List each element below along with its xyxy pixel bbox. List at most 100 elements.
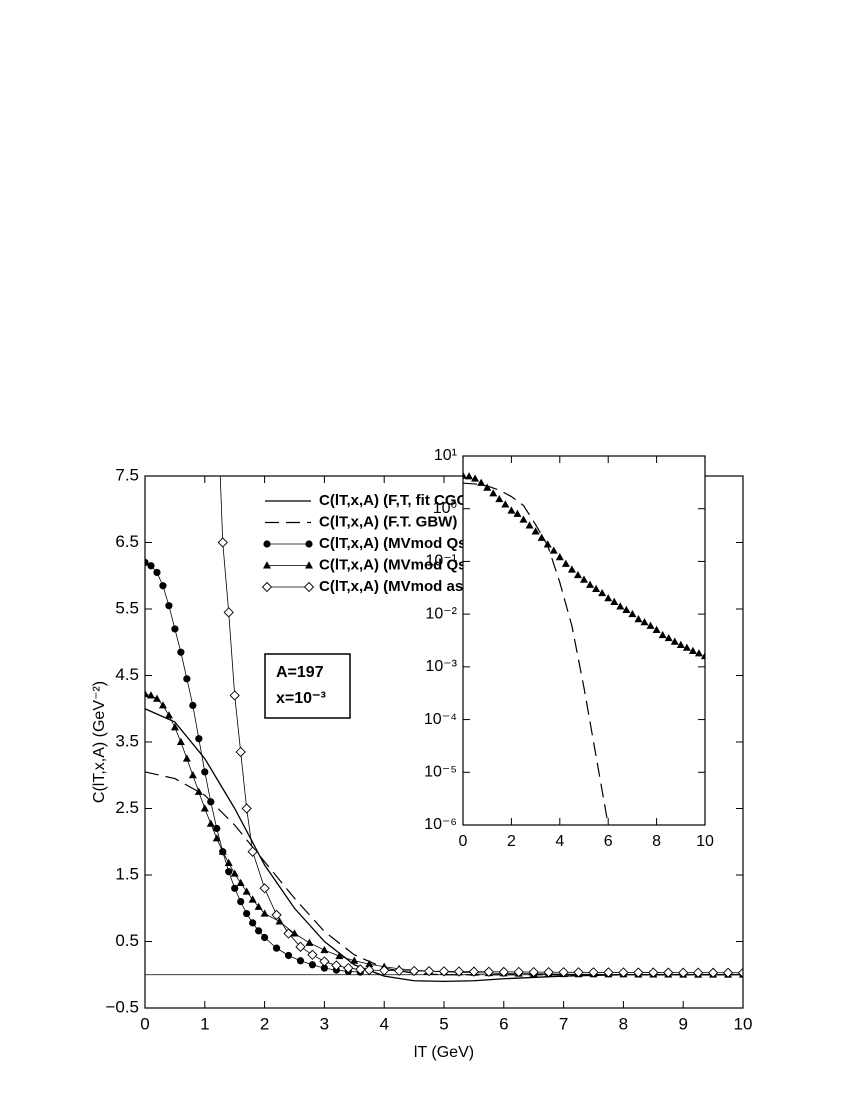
plot-area [463,471,705,825]
x-tick-label: 4 [379,1014,388,1033]
marker [271,909,282,921]
annotation-box [264,653,351,719]
marker [305,938,314,946]
marker [379,965,390,976]
marker [688,646,697,654]
marker [528,966,539,978]
marker [284,951,293,960]
marker [604,594,613,602]
marker [263,540,271,548]
marker [603,967,614,978]
plot-frame [462,455,706,826]
marker [170,723,179,731]
marker [152,694,161,702]
marker [616,602,625,610]
marker [501,500,510,508]
plot-area [145,476,743,983]
marker [176,737,185,745]
marker [365,959,374,968]
marker [618,967,629,978]
marker [319,956,330,967]
legend-label: C(lT,x,A) (F,T, fit CGC dip) [319,492,499,509]
marker [555,553,564,561]
marker [537,533,546,541]
marker [573,570,582,579]
marker [248,895,257,903]
y-tick-label: −0.5 [105,997,139,1016]
y-tick-label: 10⁻⁵ [424,764,457,781]
marker [489,489,498,497]
marker [171,625,179,633]
series-line [145,708,743,983]
marker [543,967,554,978]
marker [483,966,494,977]
marker [640,618,649,626]
marker [249,919,257,927]
x-tick-label: 6 [499,1014,508,1033]
marker [225,868,233,876]
y-tick-label: 0.5 [115,931,139,950]
y-tick-label: 10⁰ [433,500,457,517]
marker [513,509,522,517]
x-tick-label: 0 [459,833,468,850]
x-tick-label: 2 [260,1014,269,1033]
marker [230,869,239,877]
marker [658,630,667,639]
marker [513,966,524,978]
marker [283,928,294,939]
x-tick-label: 0 [140,1014,149,1033]
marker [147,562,155,570]
marker [305,561,313,569]
y-tick-label: 10⁻⁴ [424,711,457,728]
marker [586,580,595,588]
x-tick-label: 9 [678,1014,687,1033]
marker [468,966,480,977]
marker [663,967,674,978]
y-tick-label: 10⁻¹ [425,553,457,570]
annotation: A=197 [276,664,324,681]
marker [722,967,734,978]
y-axis-title: C(lT,x,A) (GeV⁻²) [91,681,108,803]
marker [610,597,619,605]
y-tick-label: 7.5 [115,465,139,484]
marker [146,691,155,699]
marker [218,847,227,855]
marker [213,824,221,833]
y-tick-label: 10⁻² [425,605,457,622]
marker [633,967,644,978]
marker [295,941,306,952]
marker [290,929,299,937]
marker [153,568,161,577]
marker [664,633,673,642]
marker [212,834,221,842]
marker [622,605,631,613]
marker [682,643,691,651]
marker [701,651,705,660]
marker [182,754,191,762]
marker [634,615,643,623]
marker [561,559,570,567]
marker [676,640,685,648]
x-tick-label: 10 [734,1014,753,1033]
marker [531,527,540,535]
marker [165,602,173,610]
y-tick-label: 4.5 [115,665,139,684]
x-tick-label: 7 [559,1014,568,1033]
marker [408,965,420,977]
marker [543,540,552,548]
marker [423,966,435,977]
legend-label: C(lT,x,A) (F.T. GBW) [319,513,457,530]
marker [737,967,743,978]
marker [331,960,342,971]
marker [241,803,252,814]
x-tick-label: 2 [507,833,516,850]
x-tick-label: 1 [200,1014,209,1033]
marker [177,648,185,656]
marker [263,561,271,569]
marker [567,565,576,573]
x-tick-label: 8 [619,1014,628,1033]
marker [465,472,474,480]
marker [394,965,405,976]
